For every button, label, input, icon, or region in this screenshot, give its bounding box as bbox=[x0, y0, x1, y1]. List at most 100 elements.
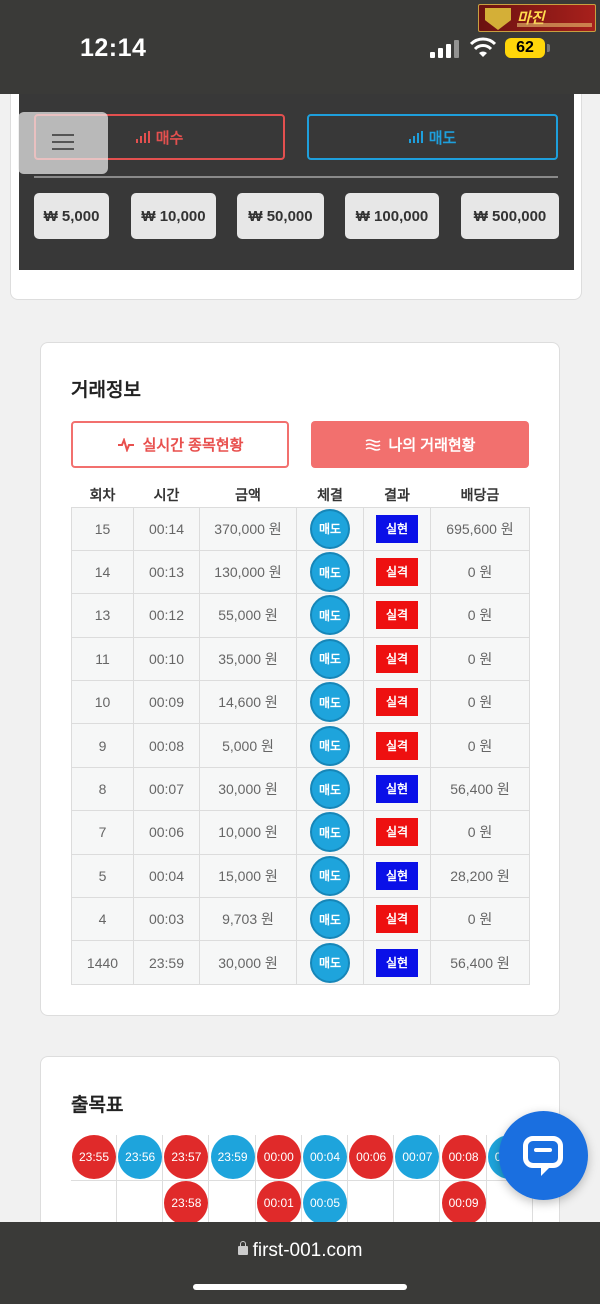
amount-cell: 30,000 원 bbox=[199, 766, 297, 812]
payout-cell: 56,400 원 bbox=[430, 766, 530, 812]
table-header-row: 회차 시간 금액 체결 결과 배당금 bbox=[71, 483, 530, 507]
address-bar[interactable]: first-001.com bbox=[0, 1240, 600, 1262]
browser-bar: first-001.com bbox=[0, 1222, 600, 1304]
time-cell: 23:59 bbox=[133, 940, 200, 985]
result-badge: 실격 bbox=[376, 818, 418, 847]
result-column bbox=[71, 1135, 117, 1225]
payout-cell: 28,200 원 bbox=[430, 853, 530, 899]
amount-cell: 370,000 원 bbox=[199, 506, 297, 551]
result-cell: 실격 bbox=[363, 723, 431, 768]
buy-label: 매수 bbox=[155, 129, 184, 147]
payout-cell: 56,400 원 bbox=[430, 940, 530, 985]
table-row: 9 00:08 5,000 원 매도 실격 0 원 bbox=[71, 723, 530, 768]
tab-live-label: 실시간 종목현황 bbox=[142, 437, 244, 454]
result-cell: 실현 bbox=[363, 853, 431, 899]
result-badge: 실격 bbox=[376, 601, 418, 630]
table-row: 7 00:06 10,000 원 매도 실격 0 원 bbox=[71, 810, 530, 855]
execution-badge: 매도 bbox=[310, 508, 350, 549]
amount-cell: 14,600 원 bbox=[199, 680, 297, 725]
lock-icon bbox=[237, 1241, 248, 1255]
amount-button-500000[interactable]: ₩ 500,000 bbox=[461, 193, 559, 239]
time-cell: 00:13 bbox=[133, 549, 200, 595]
round-cell: 1440 bbox=[71, 940, 134, 985]
sell-label: 매도 bbox=[428, 129, 457, 147]
round-cell: 10 bbox=[71, 680, 134, 725]
table-row: 10 00:09 14,600 원 매도 실격 0 원 bbox=[71, 680, 530, 725]
result-cell: 실격 bbox=[363, 897, 431, 942]
result-badge: 실격 bbox=[376, 905, 418, 934]
result-column bbox=[441, 1135, 487, 1225]
table-row: 8 00:07 30,000 원 매도 실현 56,400 원 bbox=[71, 766, 530, 812]
result-cell: 실현 bbox=[363, 506, 431, 551]
amount-cell: 130,000 원 bbox=[199, 549, 297, 595]
amount-button-5000[interactable]: ₩ 5,000 bbox=[34, 193, 109, 239]
trade-info-title: 거래정보 bbox=[71, 380, 141, 401]
result-column bbox=[348, 1135, 395, 1225]
menu-button[interactable] bbox=[18, 112, 108, 174]
result-ball: 23:59 bbox=[210, 1135, 255, 1179]
round-cell: 14 bbox=[71, 549, 134, 595]
amount-cell: 15,000 원 bbox=[199, 853, 297, 899]
result-ball: 00:04 bbox=[303, 1135, 347, 1179]
payout-cell: 0 원 bbox=[430, 723, 530, 768]
time-cell: 00:14 bbox=[133, 506, 200, 551]
execution-badge: 매도 bbox=[310, 855, 350, 896]
result-ball: 00:00 bbox=[256, 1135, 301, 1179]
execution-cell: 매도 bbox=[296, 593, 364, 638]
result-badge: 실현 bbox=[376, 948, 418, 977]
result-column bbox=[117, 1135, 164, 1225]
result-ball: 23:57 bbox=[164, 1135, 209, 1179]
result-ball: 00:09 bbox=[441, 1181, 486, 1225]
amount-button-50000[interactable]: ₩ 50,000 bbox=[237, 193, 324, 239]
result-badge: 실현 bbox=[376, 861, 418, 890]
hamburger-icon bbox=[52, 134, 74, 150]
amount-button-100000[interactable]: ₩ 100,000 bbox=[345, 193, 439, 239]
execution-badge: 매도 bbox=[310, 638, 350, 679]
tab-my-trades[interactable]: 나의 거래현황 bbox=[311, 421, 529, 468]
table-row: 13 00:12 55,000 원 매도 실격 0 원 bbox=[71, 593, 530, 638]
payout-cell: 0 원 bbox=[430, 680, 530, 725]
execution-badge: 매도 bbox=[310, 942, 350, 983]
result-column bbox=[256, 1135, 302, 1225]
url-text: first-001.com bbox=[252, 1240, 363, 1261]
execution-badge: 매도 bbox=[310, 769, 350, 810]
result-column bbox=[394, 1135, 441, 1225]
amount-button-10000[interactable]: ₩ 10,000 bbox=[131, 193, 216, 239]
battery-indicator: 62 bbox=[505, 38, 550, 58]
payout-cell: 0 원 bbox=[430, 593, 530, 638]
payout-cell: 0 원 bbox=[430, 810, 530, 855]
payout-cell: 695,600 원 bbox=[430, 506, 530, 551]
round-cell: 13 bbox=[71, 593, 134, 638]
cellular-signal-icon bbox=[430, 40, 460, 58]
execution-badge: 매도 bbox=[310, 595, 350, 636]
payout-cell: 0 원 bbox=[430, 549, 530, 595]
execution-badge: 매도 bbox=[310, 725, 350, 766]
table-row: 5 00:04 15,000 원 매도 실현 28,200 원 bbox=[71, 853, 530, 899]
column-header: 결과 bbox=[363, 483, 431, 507]
execution-cell: 매도 bbox=[296, 940, 364, 985]
time-cell: 00:03 bbox=[133, 897, 200, 942]
execution-cell: 매도 bbox=[296, 897, 364, 942]
table-row: 14 00:13 130,000 원 매도 실격 0 원 bbox=[71, 549, 530, 595]
result-grid: 23:55 23:56 23:57 23:58 23:59 00:00 00:01 00:04… bbox=[71, 1135, 541, 1225]
amount-cell: 30,000 원 bbox=[199, 940, 297, 985]
time-cell: 00:08 bbox=[133, 723, 200, 768]
watermark-text: 마진 bbox=[517, 10, 545, 27]
execution-cell: 매도 bbox=[296, 766, 364, 812]
pulse-icon bbox=[117, 437, 134, 452]
execution-cell: 매도 bbox=[296, 549, 364, 595]
time-cell: 00:09 bbox=[133, 680, 200, 725]
execution-cell: 매도 bbox=[296, 853, 364, 899]
time-cell: 00:07 bbox=[133, 766, 200, 812]
home-indicator[interactable] bbox=[193, 1284, 407, 1290]
chat-button[interactable] bbox=[499, 1111, 588, 1200]
result-ball: 00:06 bbox=[349, 1135, 394, 1179]
result-badge: 실격 bbox=[376, 688, 418, 717]
payout-cell: 0 원 bbox=[430, 636, 530, 682]
round-cell: 5 bbox=[71, 853, 134, 899]
result-cell: 실격 bbox=[363, 636, 431, 682]
amount-cell: 9,703 원 bbox=[199, 897, 297, 942]
tab-live-status[interactable]: 실시간 종목현황 bbox=[71, 421, 289, 468]
sell-button[interactable]: 매도 bbox=[307, 114, 558, 160]
bar-chart-icon bbox=[135, 131, 150, 143]
